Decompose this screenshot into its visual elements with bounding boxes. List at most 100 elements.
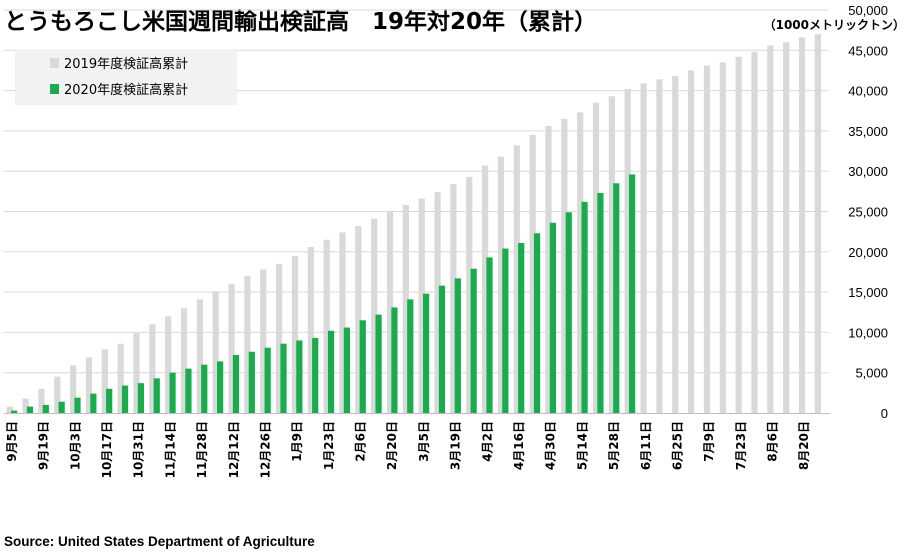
bar-2020 bbox=[391, 307, 398, 413]
bar-2020 bbox=[248, 351, 255, 413]
x-tick-label: 2月20日 bbox=[385, 421, 399, 470]
bar-2019 bbox=[513, 145, 520, 413]
bar-2020 bbox=[296, 340, 303, 413]
bar-2019 bbox=[371, 218, 378, 413]
source-note: Source: United States Department of Agri… bbox=[4, 534, 315, 549]
x-tick-label: 9月19日 bbox=[37, 421, 51, 470]
bar-2020 bbox=[486, 257, 493, 413]
bar-2019 bbox=[592, 102, 600, 413]
bar-2019 bbox=[291, 255, 299, 413]
bar-2019 bbox=[561, 118, 568, 413]
bar-2020 bbox=[232, 354, 240, 413]
bar-2019 bbox=[244, 275, 251, 413]
bar-2019 bbox=[307, 246, 314, 413]
bar-2019 bbox=[149, 324, 156, 413]
legend: 2019年度検証高累計 2020年度検証高累計 bbox=[15, 49, 237, 105]
x-tick-label: 11月14日 bbox=[163, 421, 177, 478]
bar-2020 bbox=[502, 248, 509, 413]
bar-2019 bbox=[228, 284, 235, 413]
x-tick-label: 4月16日 bbox=[512, 421, 526, 470]
bar-2019 bbox=[85, 357, 93, 413]
bar-2020 bbox=[327, 330, 335, 413]
x-tick-label: 6月11日 bbox=[639, 421, 653, 470]
bar-2019 bbox=[339, 232, 346, 413]
x-tick-label: 5月14日 bbox=[575, 421, 589, 470]
bar-2019 bbox=[6, 406, 13, 413]
bar-2019 bbox=[783, 42, 790, 414]
bar-2019 bbox=[165, 316, 172, 413]
bar-2019 bbox=[719, 62, 726, 413]
bar-2019 bbox=[260, 269, 267, 413]
bar-2019 bbox=[70, 365, 77, 413]
bar-2020 bbox=[470, 268, 477, 413]
x-tick-label: 12月26日 bbox=[258, 421, 272, 478]
bar-2019 bbox=[608, 96, 615, 413]
bar-2019 bbox=[38, 388, 45, 413]
bar-2019 bbox=[101, 349, 108, 413]
bar-2020 bbox=[185, 368, 192, 413]
bar-2019 bbox=[798, 37, 806, 414]
bar-2020 bbox=[121, 385, 129, 413]
bar-2020 bbox=[42, 404, 49, 413]
bar-2020 bbox=[58, 401, 65, 413]
bar-2019 bbox=[355, 226, 362, 413]
bar-2020 bbox=[90, 393, 97, 413]
y-tick-label: 15,000 bbox=[848, 285, 888, 300]
bar-2019 bbox=[196, 299, 203, 413]
bar-2020 bbox=[26, 406, 34, 413]
bar-2019 bbox=[767, 45, 774, 414]
legend-label: 2019年度検証高累計 bbox=[64, 56, 188, 72]
x-tick-label: 10月31日 bbox=[132, 421, 146, 478]
y-tick-label: 25,000 bbox=[848, 205, 888, 220]
bar-2019 bbox=[54, 376, 61, 413]
bar-2020 bbox=[264, 347, 271, 413]
bar-2019 bbox=[133, 333, 140, 413]
bar-2019 bbox=[466, 176, 473, 413]
bar-2020 bbox=[518, 242, 525, 413]
bar-2019 bbox=[814, 34, 821, 414]
bar-2020 bbox=[201, 364, 208, 413]
y-tick-label: 50,000 bbox=[848, 3, 888, 18]
x-tick-label: 1月9日 bbox=[290, 421, 304, 462]
bar-2020 bbox=[280, 343, 287, 413]
bar-2019 bbox=[386, 211, 394, 413]
bar-2019 bbox=[497, 156, 505, 413]
chart-title: とうもろこし米国週間輸出検証高 19年対20年（累計） bbox=[4, 9, 598, 35]
bar-chart: 0 5,000 10,000 15,000 20,000 25,000 30,000 35,0… bbox=[4, 3, 888, 478]
bar-2020 bbox=[629, 174, 636, 413]
legend-label: 2020年度検証高累計 bbox=[64, 82, 188, 98]
bar-2019 bbox=[482, 165, 489, 413]
x-tick-label: 7月23日 bbox=[734, 421, 748, 470]
legend-swatch bbox=[50, 58, 59, 68]
y-tick-label: 5,000 bbox=[855, 366, 888, 381]
bar-2019 bbox=[735, 56, 742, 414]
x-tick-label: 9月5日 bbox=[5, 421, 19, 462]
bar-2020 bbox=[359, 320, 366, 413]
bar-2019 bbox=[751, 51, 758, 414]
bar-2019 bbox=[529, 134, 536, 413]
bar-2020 bbox=[74, 397, 81, 413]
y-tick-label: 45,000 bbox=[848, 43, 888, 58]
bar-2019 bbox=[703, 65, 711, 413]
bar-2019 bbox=[434, 192, 441, 413]
unit-label: （1000メトリックトン） bbox=[763, 18, 905, 32]
bar-2020 bbox=[169, 372, 176, 413]
bar-2020 bbox=[581, 201, 588, 413]
bar-2019 bbox=[180, 308, 188, 413]
bar-2019 bbox=[212, 291, 219, 413]
bar-2020 bbox=[597, 192, 604, 413]
bar-2020 bbox=[613, 183, 620, 413]
x-tick-label: 1月23日 bbox=[322, 421, 336, 470]
bar-2020 bbox=[454, 278, 461, 413]
bar-2019 bbox=[323, 239, 330, 413]
y-tick-label: 40,000 bbox=[848, 84, 888, 99]
bar-2020 bbox=[438, 285, 446, 413]
bar-2019 bbox=[450, 184, 457, 413]
x-tick-label: 4月30日 bbox=[544, 421, 558, 470]
bar-2020 bbox=[343, 327, 350, 413]
bar-2019 bbox=[117, 343, 124, 413]
bar-2019 bbox=[418, 198, 425, 413]
y-tick-label: 30,000 bbox=[848, 164, 888, 179]
x-tick-label: 8月20日 bbox=[797, 421, 811, 470]
x-tick-label: 11月28日 bbox=[195, 421, 209, 478]
